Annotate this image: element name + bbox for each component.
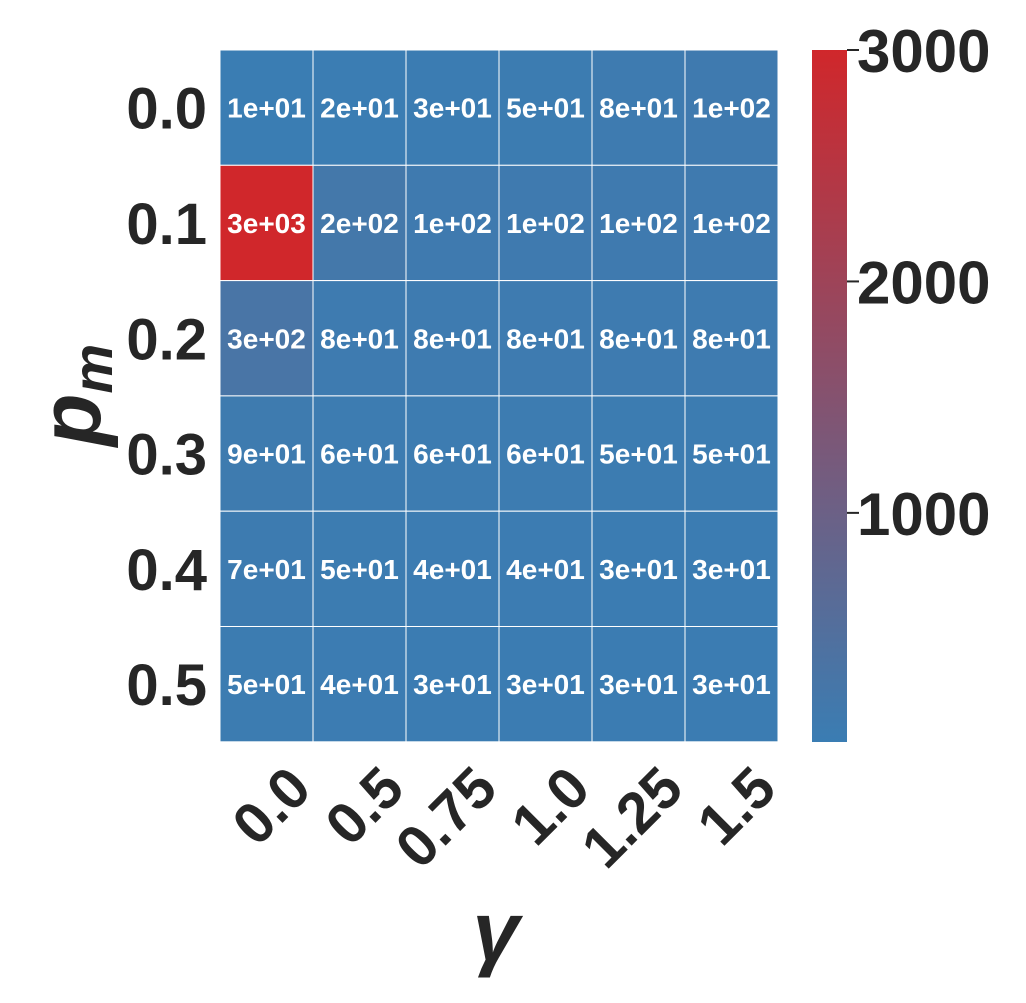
y-tick-label: 0.4	[126, 538, 207, 603]
cell-annotation: 5e+01	[506, 93, 585, 124]
y-axis-label: pm	[23, 344, 124, 448]
cell-annotation: 8e+01	[320, 323, 399, 354]
cell-annotations: 1e+01 2e+01 3e+01 5e+01 8e+01 1e+02 3e+03 2e+02…	[227, 93, 771, 701]
heatmap-cell	[498, 164, 593, 282]
y-axis-label-subscript: m	[61, 344, 124, 394]
heatmap-cell	[684, 49, 779, 166]
heatmap-cell	[684, 280, 779, 397]
cell-annotation: 3e+01	[692, 554, 771, 585]
y-tick-label: 0.2	[126, 307, 207, 372]
cell-annotation: 5e+01	[692, 439, 771, 470]
cell-annotation: 3e+01	[413, 669, 492, 700]
x-axis-label: γ	[473, 884, 524, 978]
cell-annotation: 4e+01	[413, 554, 492, 585]
heatmap-cell	[591, 395, 686, 512]
heatmap-cell	[312, 49, 407, 166]
heatmap-cell	[405, 510, 500, 628]
heatmap-cell	[498, 49, 593, 166]
y-tick-label: 0.3	[126, 423, 207, 488]
heatmap-cell	[498, 280, 593, 397]
cell-annotation: 9e+01	[227, 439, 306, 470]
cell-annotation: 1e+01	[227, 93, 306, 124]
heatmap-cell	[405, 395, 500, 512]
heatmap-cell	[591, 280, 686, 397]
cell-annotation: 1e+02	[413, 208, 492, 239]
heatmap-cell	[498, 395, 593, 512]
heatmap-cell	[312, 395, 407, 512]
x-tick-label: 0.0	[220, 755, 323, 858]
heatmap-cell	[312, 280, 407, 397]
y-axis-label-base: p	[23, 394, 119, 449]
colorbar-tick-label: 1000	[857, 481, 990, 548]
cell-annotation: 3e+03	[227, 208, 306, 239]
cell-annotation: 1e+02	[599, 208, 678, 239]
cell-annotation: 1e+02	[506, 208, 585, 239]
cell-annotation: 8e+01	[599, 323, 678, 354]
heatmap-cell	[219, 510, 314, 628]
cell-annotation: 8e+01	[506, 323, 585, 354]
heatmap-cell	[591, 49, 686, 166]
y-tick-label: 0.0	[126, 77, 207, 142]
cell-annotation: 3e+01	[599, 554, 678, 585]
colorbar-tick-label: 2000	[857, 249, 990, 316]
cell-annotation: 2e+01	[320, 93, 399, 124]
x-tick-label: 1.5	[685, 755, 788, 858]
cell-annotation: 3e+01	[692, 669, 771, 700]
cell-annotation: 2e+02	[320, 208, 399, 239]
y-tick-labels: 0.0 0.1 0.2 0.3 0.4 0.5	[126, 77, 207, 719]
heatmap-cell	[219, 280, 314, 397]
heatmap-cell	[591, 510, 686, 628]
x-tick-label: 0.75	[383, 755, 509, 881]
heatmap-cell	[684, 164, 779, 282]
heatmap-cell	[591, 626, 686, 743]
heatmap-cell	[405, 280, 500, 397]
cell-annotation: 3e+01	[599, 669, 678, 700]
y-tick-label: 0.5	[126, 653, 207, 718]
cell-annotation: 3e+02	[227, 323, 306, 354]
heatmap-cell	[684, 510, 779, 628]
cell-annotation: 4e+01	[506, 554, 585, 585]
cell-annotation: 5e+01	[227, 669, 306, 700]
heatmap-cell	[219, 626, 314, 743]
heatmap-cell	[684, 395, 779, 512]
cell-annotation: 8e+01	[599, 93, 678, 124]
cell-annotation: 8e+01	[692, 323, 771, 354]
heatmap-cell	[312, 164, 407, 282]
colorbar	[812, 50, 847, 742]
colorbar-tick-label: 3000	[857, 18, 990, 85]
heatmap-cell	[219, 395, 314, 512]
cell-annotation: 7e+01	[227, 554, 306, 585]
cell-annotation: 1e+02	[692, 208, 771, 239]
cell-annotation: 6e+01	[506, 439, 585, 470]
cell-annotation: 1e+02	[692, 93, 771, 124]
x-tick-labels: 0.00.50.751.01.251.5	[220, 755, 788, 881]
heatmap-cell	[219, 49, 314, 166]
cell-annotation: 8e+01	[413, 323, 492, 354]
cell-annotation: 5e+01	[320, 554, 399, 585]
colorbar-ticks: 1000 2000 3000	[847, 18, 990, 548]
cell-annotation: 5e+01	[599, 439, 678, 470]
cell-annotation: 3e+01	[506, 669, 585, 700]
x-tick-label: 1.25	[569, 755, 695, 881]
cell-annotation: 6e+01	[320, 439, 399, 470]
cell-annotation: 6e+01	[413, 439, 492, 470]
heatmap-cells	[219, 49, 779, 743]
heatmap-cell	[684, 626, 779, 743]
y-tick-label: 0.1	[126, 192, 207, 257]
cell-annotation: 3e+01	[413, 93, 492, 124]
cell-annotation: 4e+01	[320, 669, 399, 700]
heatmap-cell	[498, 510, 593, 628]
heatmap-cell	[498, 626, 593, 743]
heatmap-cell	[405, 49, 500, 166]
